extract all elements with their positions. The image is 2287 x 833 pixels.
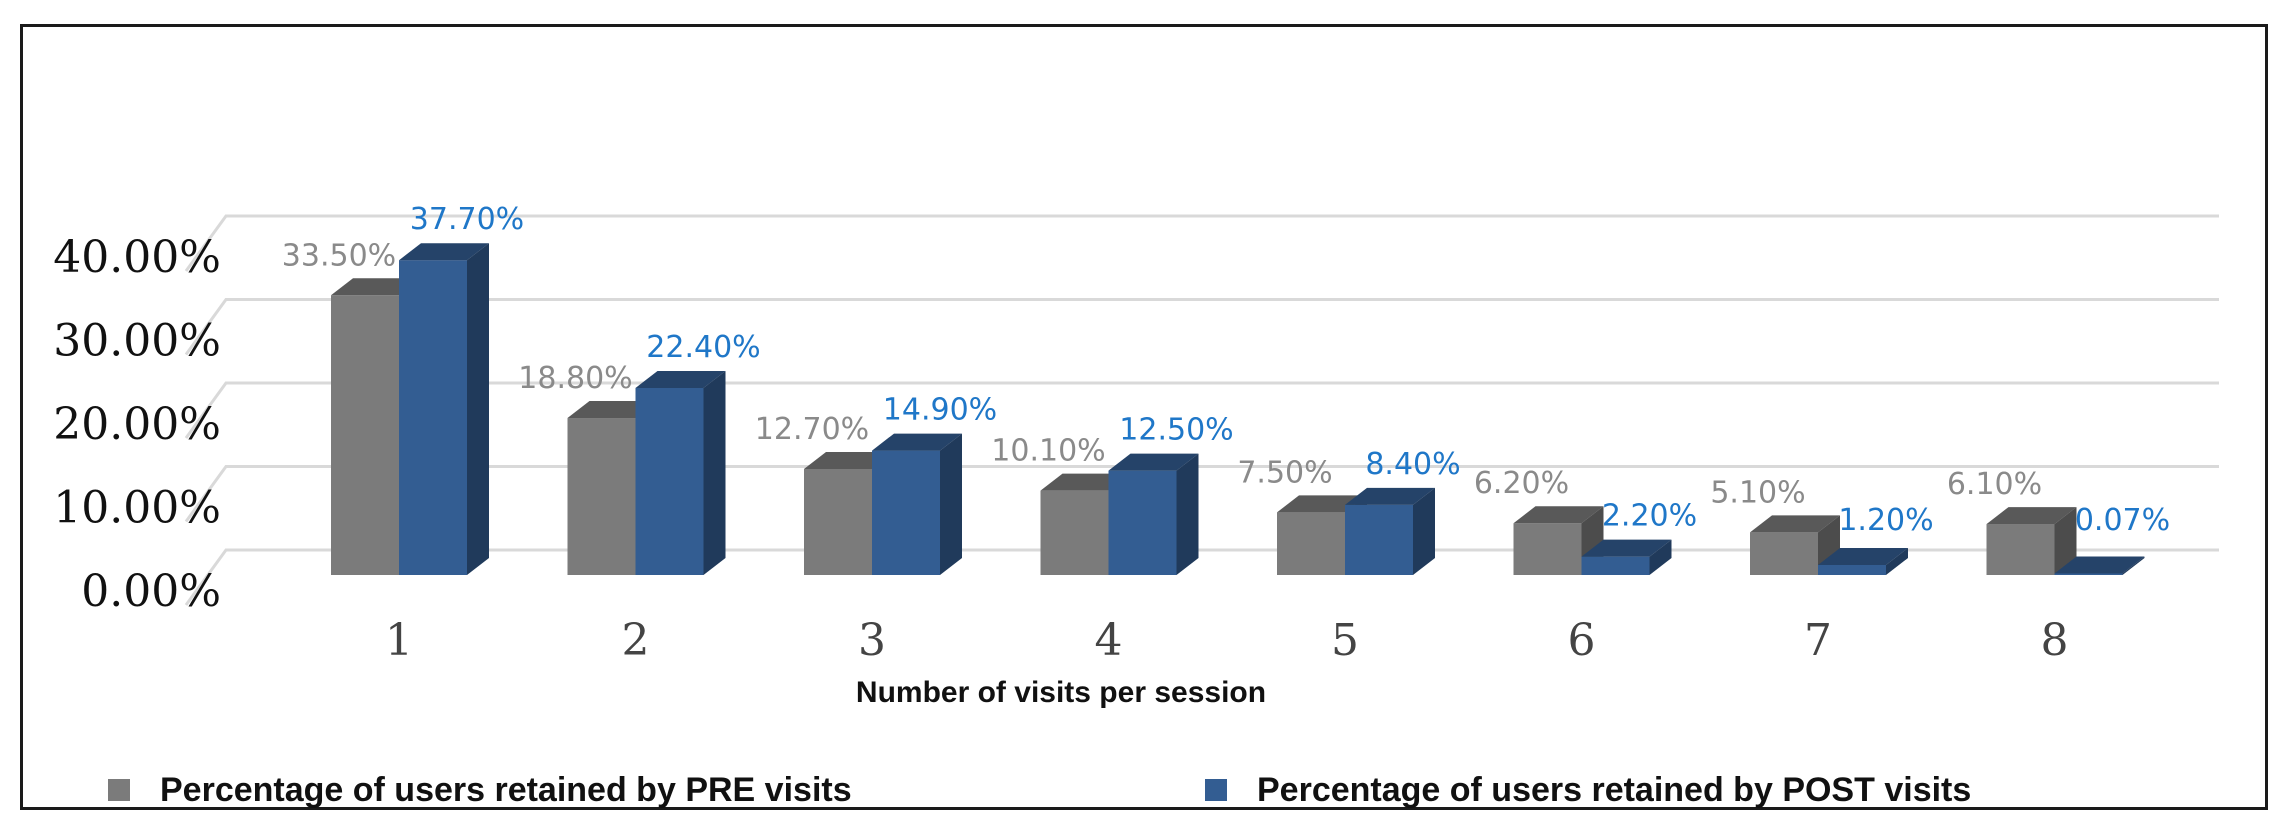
legend-pre-text: Percentage of users retained by <box>160 770 686 809</box>
gridline <box>184 381 2219 439</box>
bar-pre <box>1986 507 2077 575</box>
data-label-pre: 10.10% <box>991 434 1105 469</box>
chart-frame: 0.00% 10.00% 20.00% 30.00% 40.00% 33.50% 37.7… <box>20 24 2268 810</box>
data-label-post: 14.90% <box>883 393 997 428</box>
y-tick-label: 10.00% <box>53 483 221 534</box>
y-axis-ticks: 0.00% 10.00% 20.00% 30.00% 40.00% <box>53 232 221 617</box>
x-tick-label: 4 <box>1095 615 1123 666</box>
data-label-pre: 33.50% <box>282 238 396 273</box>
bar-post <box>399 243 489 575</box>
data-label-post: 37.70% <box>410 202 524 237</box>
legend-swatch-post <box>1205 779 1227 801</box>
x-tick-label: 1 <box>385 615 413 666</box>
y-tick-label: 0.00% <box>81 566 221 617</box>
legend-item-pre: Percentage of users retained by PRE visi… <box>108 767 852 813</box>
data-label-post: 1.20% <box>1838 503 1933 538</box>
data-label-pre: 18.80% <box>518 361 632 396</box>
data-label-pre: 12.70% <box>755 412 869 447</box>
legend-item-post: Percentage of users retained by POST vis… <box>1205 767 1971 813</box>
gridlines <box>184 214 2219 606</box>
bar-post <box>1108 453 1199 575</box>
y-tick-label: 40.00% <box>53 232 221 283</box>
data-label-post: 22.40% <box>646 330 760 365</box>
x-tick-label: 5 <box>1331 615 1359 666</box>
gridline <box>184 465 2219 523</box>
legend-post-strong: POST <box>1782 770 1875 809</box>
bars <box>331 243 2145 575</box>
gridline <box>184 298 2219 356</box>
legend-post-text: Percentage of users retained by <box>1257 770 1783 809</box>
bar-chart: 0.00% 10.00% 20.00% 30.00% 40.00% 33.50% 37.7… <box>53 202 2219 709</box>
y-tick-label: 30.00% <box>53 316 221 367</box>
x-axis-title: Number of visits per session <box>856 676 1266 709</box>
data-label-pre: 6.10% <box>1947 467 2042 502</box>
bar-post <box>1345 487 1435 575</box>
x-axis-ticks: 1 2 3 4 5 6 7 8 <box>385 615 2069 666</box>
gridline <box>184 214 2219 272</box>
bar-post <box>1818 547 1908 575</box>
x-tick-label: 2 <box>622 615 650 666</box>
bar-post <box>635 370 726 575</box>
gridline <box>184 548 2219 606</box>
data-label-post: 8.40% <box>1365 447 1460 482</box>
data-label-post: 12.50% <box>1119 413 1233 448</box>
data-label-pre: 7.50% <box>1237 455 1332 490</box>
legend-post-end: visits <box>1874 770 1972 809</box>
bar-post <box>872 433 962 575</box>
data-label-post: 0.07% <box>2075 503 2170 538</box>
bar-post <box>1581 539 1672 575</box>
x-tick-label: 8 <box>2041 615 2069 666</box>
y-tick-label: 20.00% <box>53 399 221 450</box>
legend-pre-end: visits <box>755 770 852 809</box>
data-label-pre: 5.10% <box>1710 475 1805 510</box>
x-tick-label: 7 <box>1804 615 1832 666</box>
legend-label-pre: Percentage of users retained by PRE visi… <box>160 771 852 810</box>
legend-swatch-pre <box>108 779 130 801</box>
x-tick-label: 6 <box>1568 615 1596 666</box>
x-tick-label: 3 <box>858 615 886 666</box>
data-label-pre: 6.20% <box>1474 466 1569 501</box>
data-labels: 33.50% 37.70% 18.80% 22.40% 12.70% 14.90% 10.1… <box>282 202 2170 538</box>
legend-pre-strong: PRE <box>685 770 756 809</box>
legend-label-post: Percentage of users retained by POST vis… <box>1257 771 1971 810</box>
bar-post <box>2054 556 2145 575</box>
data-label-post: 2.20% <box>1602 499 1697 534</box>
